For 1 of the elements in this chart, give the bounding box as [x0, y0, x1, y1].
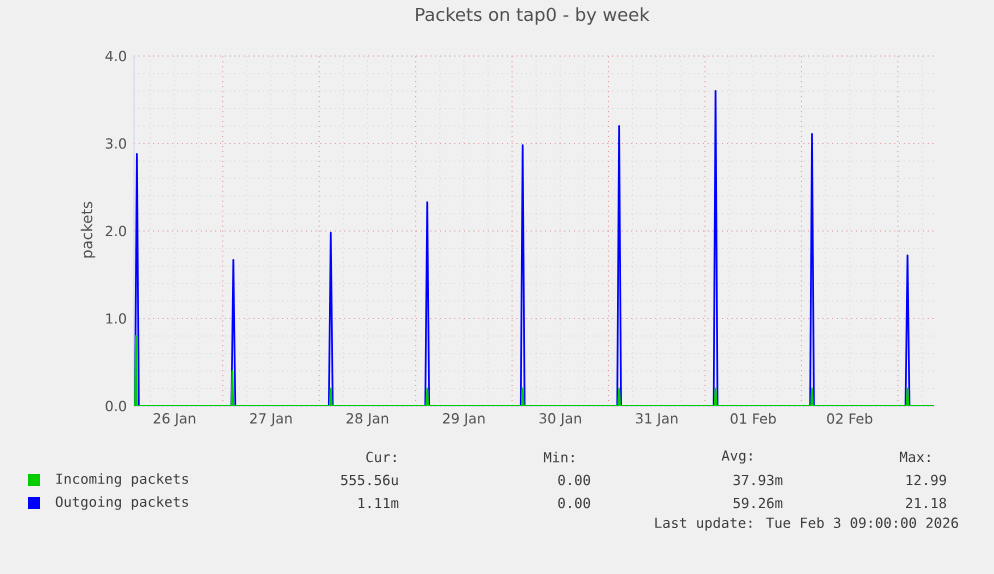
chart-title: Packets on tap0 - by week — [416, 7, 650, 25]
